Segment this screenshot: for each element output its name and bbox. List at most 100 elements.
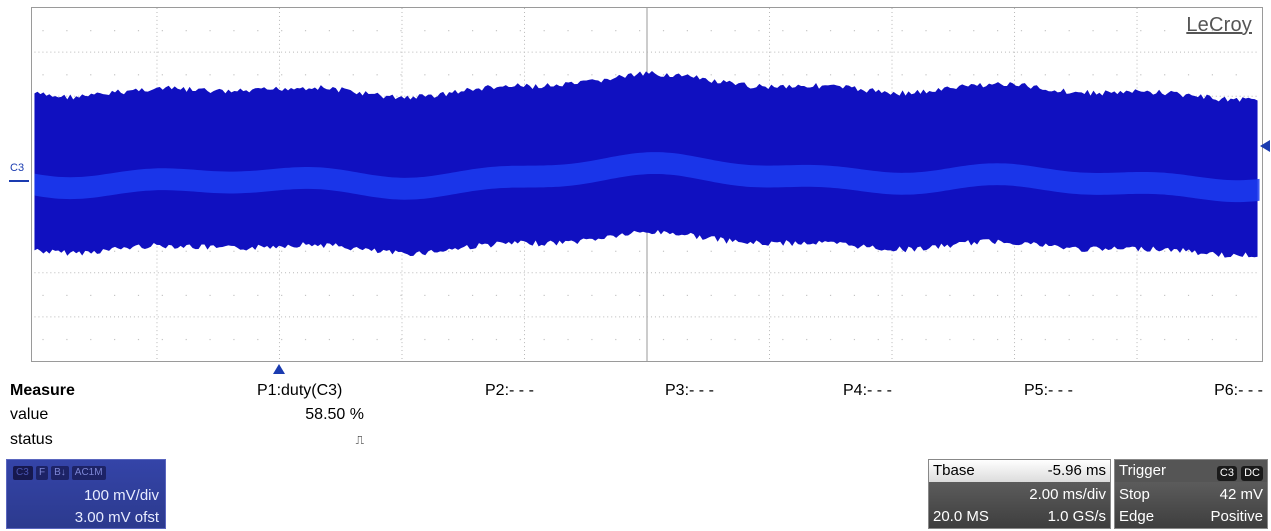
- grid-dot: [495, 338, 498, 341]
- grid-dot: [448, 74, 450, 76]
- grid-dot: [400, 74, 402, 76]
- grid-dot: [925, 338, 927, 341]
- grid-dot: [782, 250, 784, 252]
- grid-dot: [519, 30, 521, 32]
- grid-dot: [567, 74, 569, 76]
- channel-tag: C3: [13, 466, 33, 480]
- grid-dot: [829, 294, 832, 297]
- grid-dot: [543, 294, 545, 297]
- grid-dot: [1187, 74, 1190, 76]
- grid-dot: [615, 250, 617, 252]
- grid-dot: [710, 74, 712, 76]
- grid-dot: [591, 338, 593, 341]
- grid-dot: [161, 74, 163, 76]
- grid-dot: [662, 338, 665, 341]
- grid-dot: [925, 74, 927, 76]
- grid-dot: [1068, 294, 1070, 297]
- grid-dot: [185, 30, 187, 32]
- grid-dot: [829, 74, 832, 76]
- grid-dot: [519, 74, 521, 76]
- param-p3-label[interactable]: P3:- - -: [665, 382, 714, 399]
- grid-dot: [877, 338, 879, 341]
- grid-dot: [495, 30, 498, 32]
- trigger-mode: Stop: [1119, 486, 1150, 503]
- trigger-label: Trigger: [1119, 462, 1166, 479]
- timebase-delay: -5.96 ms: [1047, 462, 1106, 479]
- trigger-tags: C3 DC: [1216, 463, 1263, 481]
- grid-dot: [328, 338, 330, 341]
- grid-dot: [281, 338, 283, 341]
- pulse-status-icon: ⎍: [355, 433, 364, 447]
- grid-dot: [877, 250, 879, 252]
- grid-dot: [233, 74, 235, 76]
- grid-dot: [471, 294, 474, 297]
- grid-dot: [66, 30, 68, 32]
- grid-dot: [114, 30, 116, 32]
- bandwidth-tag: B↓: [51, 466, 69, 480]
- grid-dot: [257, 250, 259, 252]
- grid-dot: [949, 338, 951, 341]
- timebase-box[interactable]: Tbase -5.96 ms 2.00 ms/div 20.0 MS 1.0 G…: [928, 459, 1111, 529]
- grid-dot: [1211, 30, 1213, 32]
- grid-dot: [1164, 250, 1166, 252]
- grid-dot: [1044, 294, 1046, 297]
- grid-dot: [471, 30, 474, 32]
- grid-dot: [782, 74, 784, 76]
- grid-dot: [90, 74, 92, 76]
- measure-value-row: value 58.50 %: [10, 406, 1263, 428]
- vertical-offset: 3.00 mV ofst: [74, 509, 159, 526]
- grid-dot: [352, 30, 354, 32]
- timebase-sample-rate: 1.0 GS/s: [1047, 508, 1106, 525]
- grid-dot: [1140, 338, 1142, 341]
- grid-dot: [471, 74, 474, 76]
- grid-dot: [424, 338, 426, 341]
- grid-dot: [949, 74, 951, 76]
- trigger-position-marker-icon[interactable]: [273, 364, 285, 374]
- grid-dot: [281, 250, 283, 252]
- grid-dot: [114, 294, 116, 297]
- grid-dot: [495, 74, 498, 76]
- grid-dot: [1187, 338, 1190, 341]
- grid-dot: [209, 338, 211, 341]
- grid-dot: [161, 30, 163, 32]
- grid-dot: [66, 294, 68, 297]
- param-p5-label[interactable]: P5:- - -: [1024, 382, 1073, 399]
- grid-dot: [543, 250, 545, 252]
- param-p4-label[interactable]: P4:- - -: [843, 382, 892, 399]
- grid-dot: [519, 338, 521, 341]
- grid-dot: [90, 30, 92, 32]
- param-p2-label[interactable]: P2:- - -: [485, 382, 534, 399]
- grid-dot: [543, 74, 545, 76]
- grid-dot: [400, 30, 402, 32]
- channel-descriptor-box[interactable]: C3 F B↓ AC1M 100 mV/div 3.00 mV ofst: [6, 459, 166, 529]
- param-p1-label[interactable]: P1:duty(C3): [257, 382, 343, 399]
- grid-dot: [782, 30, 784, 32]
- grid-dot: [137, 338, 140, 341]
- grid-dot: [519, 250, 521, 252]
- grid-dot: [639, 30, 641, 32]
- grid-dot: [1020, 250, 1023, 252]
- trace-center-band: [34, 152, 1260, 203]
- grid-dot: [591, 74, 593, 76]
- grid-dot: [1044, 250, 1046, 252]
- grid-dot: [400, 338, 402, 341]
- param-p6-label[interactable]: P6:- - -: [1214, 382, 1263, 399]
- trigger-level-marker-icon[interactable]: [1260, 140, 1270, 152]
- grid-dot: [114, 338, 116, 341]
- grid-dot: [662, 74, 665, 76]
- grid-dot: [829, 250, 832, 252]
- grid-dot: [973, 74, 975, 76]
- channel-ground-marker[interactable]: [9, 180, 29, 182]
- grid-dot: [782, 338, 784, 341]
- grid-dot: [1140, 250, 1142, 252]
- grid-dot: [185, 74, 187, 76]
- trigger-box[interactable]: Trigger C3 DC Stop 42 mV Edge Positive: [1114, 459, 1268, 529]
- grid-dot: [209, 294, 211, 297]
- grid-dot: [925, 30, 927, 32]
- channel-marker-label[interactable]: C3: [10, 162, 25, 174]
- grid-dot: [1092, 74, 1094, 76]
- waveform-display[interactable]: LeCroy: [31, 7, 1263, 362]
- grid-dot: [1116, 250, 1118, 252]
- grid-dot: [1068, 250, 1070, 252]
- grid-dot: [448, 338, 450, 341]
